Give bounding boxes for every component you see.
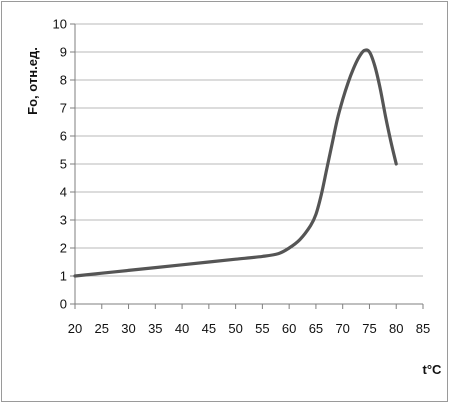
- x-tick-label: 30: [121, 321, 135, 336]
- y-tick-label: 3: [60, 213, 67, 228]
- y-tick-label: 4: [60, 185, 67, 200]
- axes: [70, 23, 424, 309]
- gridlines: [75, 23, 423, 277]
- y-tick-label: 7: [60, 101, 67, 116]
- x-axis-title: t°C: [423, 362, 443, 377]
- x-tick-label: 65: [309, 321, 323, 336]
- x-tick-label: 70: [335, 321, 349, 336]
- y-tick-label: 8: [60, 73, 67, 88]
- series-layer: [73, 48, 398, 278]
- x-tick-label: 50: [228, 321, 242, 336]
- y-tick-label: 5: [60, 157, 67, 172]
- x-tick-label: 60: [282, 321, 296, 336]
- y-tick-label: 2: [60, 241, 67, 256]
- y-tick-label: 0: [60, 297, 67, 312]
- x-tick-label: 40: [175, 321, 189, 336]
- x-tick-label: 80: [389, 321, 403, 336]
- y-tick-label: 1: [60, 269, 67, 284]
- x-tick-label: 45: [202, 321, 216, 336]
- x-tick-label: 75: [362, 321, 376, 336]
- y-tick-label: 10: [53, 17, 67, 32]
- y-tick-label: 9: [60, 45, 67, 60]
- x-tick-label: 25: [95, 321, 109, 336]
- x-tick-label: 20: [68, 321, 82, 336]
- y-axis-title: Fo, отн.ед.: [25, 47, 40, 115]
- series-line-0: [73, 48, 398, 278]
- x-tick-label: 35: [148, 321, 162, 336]
- x-tick-labels: 20 25 30 35 40 45 50 55 60 65 70 75 80 85: [68, 321, 430, 336]
- y-tick-label: 6: [60, 129, 67, 144]
- x-tick-label: 85: [416, 321, 430, 336]
- y-tick-labels: 0 1 2 3 4 5 6 7 8 9 10: [53, 17, 67, 312]
- x-tick-label: 55: [255, 321, 269, 336]
